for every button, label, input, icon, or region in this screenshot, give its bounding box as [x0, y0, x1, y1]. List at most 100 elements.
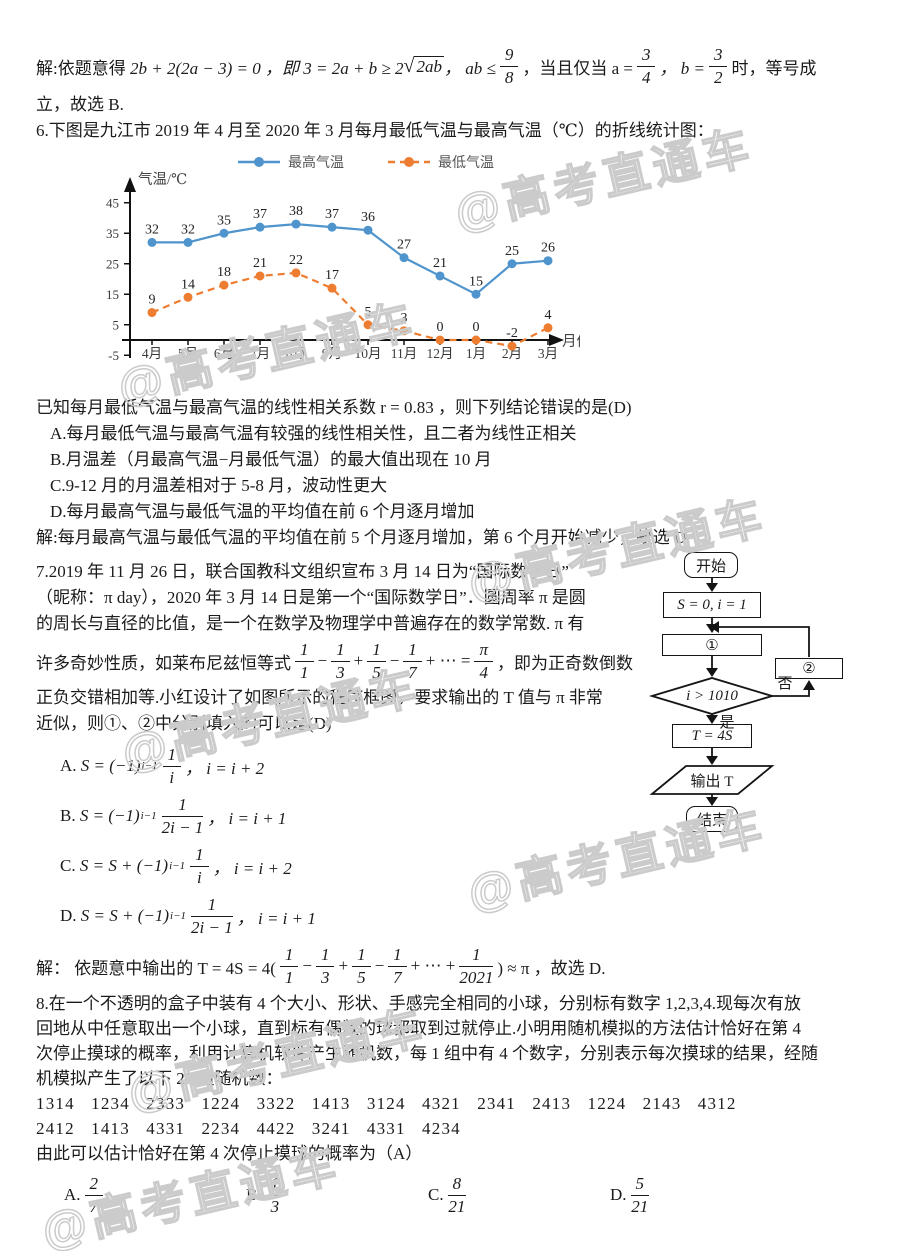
svg-text:21: 21	[433, 256, 447, 271]
svg-text:4月: 4月	[142, 346, 162, 361]
flow-start: 开始	[684, 552, 738, 578]
svg-text:3月: 3月	[538, 346, 558, 361]
q6-option-d: D.每月最高气温与最低气温的平均值在前 6 个月逐月增加	[50, 502, 475, 521]
q7-option-a: A. S = (−1) i−1 1 i， i = i + 2	[60, 745, 265, 787]
svg-text:9月: 9月	[322, 346, 342, 361]
sqrt-radical: √ 2ab	[403, 54, 444, 77]
svg-text:18: 18	[217, 265, 231, 280]
svg-text:26: 26	[541, 241, 555, 256]
q8-option-c: C. 8 21	[428, 1174, 467, 1216]
flow-output: 输出 T	[690, 773, 734, 790]
svg-text:21: 21	[253, 256, 267, 271]
q8-random-row-2: 2412 1413 4331 2234 4422 3241 4331 4234	[36, 1119, 461, 1138]
svg-text:37: 37	[325, 207, 339, 222]
flow-no-label: 否	[777, 675, 793, 692]
svg-text:月份: 月份	[562, 333, 580, 350]
svg-text:10月: 10月	[355, 346, 382, 361]
q8-line: 次停止摸球的概率，利用计算机软件产生随机数，每 1 组中有 4 个数字，分别表示…	[36, 1044, 818, 1063]
q6-option-c: C.9-12 月的月温差相对于 5-8 月，波动性更大	[50, 476, 388, 495]
flow-assign: T = 4S	[672, 724, 752, 748]
svg-text:7月: 7月	[250, 346, 270, 361]
svg-text:14: 14	[181, 277, 195, 292]
q8-option-d: D. 5 21	[610, 1174, 650, 1216]
svg-text:36: 36	[361, 210, 375, 225]
q8-line: 8.在一个不透明的盒子中装有 4 个大小、形状、手感完全相同的小球，分别标有数字…	[36, 994, 801, 1013]
flow-step2-placeholder: ②	[775, 658, 843, 679]
svg-text:最低气温: 最低气温	[438, 155, 494, 171]
flow-condition: i > 1010	[686, 687, 738, 704]
q5-solution-line2: 立，故选 B.	[36, 95, 124, 114]
q6-option-b: B.月温差（月最高气温−月最低气温）的最大值出现在 10 月	[50, 450, 492, 469]
q7-paragraph: 7.2019 年 11 月 26 日，联合国教科文组织宣布 3 月 14 日为“…	[36, 559, 636, 737]
flowchart: 开始 S = 0, i = 1 ① ② i > 1010 T = 4S 输出 T…	[618, 548, 900, 850]
svg-text:2月: 2月	[502, 346, 522, 361]
q8-line: 机模拟产生了以下 21 组随机数：	[36, 1069, 283, 1088]
q7-solution: 解： 依题意中输出的 T = 4S = 4(1 1−1 3 +1 5−1 7 + ⋯ +1 2…	[36, 945, 606, 987]
svg-text:32: 32	[181, 222, 195, 237]
flow-init: S = 0, i = 1	[663, 592, 761, 618]
q7-option-b: B. S = (−1) i−1 1 2i − 1， i = i + 1	[60, 795, 287, 837]
q6-solution: 解:每月最高气温与最低气温的平均值在前 5 个月逐月增加，第 6 个月开始减少，…	[36, 528, 691, 547]
svg-text:35: 35	[106, 226, 119, 241]
q7-options: A. S = (−1) i−1 1 i， i = i + 2 B. S = (−1) i…	[36, 741, 870, 941]
temperature-chart-area: 45 35 25 15 5 -5 4月 5月 6月 7月 8月 9月 10月 11月 12月 1月 2月 3月 气温…	[88, 148, 870, 391]
svg-text:17: 17	[325, 268, 339, 283]
q7-option-d: D. S = S + (−1) i−1 1 2i − 1， i = i + 1	[60, 895, 316, 937]
fraction: 5 21	[630, 1174, 650, 1216]
svg-text:15: 15	[469, 274, 483, 289]
svg-text:32: 32	[145, 222, 159, 237]
q6-intro: 6.下图是九江市 2019 年 4 月至 2020 年 3 月每月最低气温与最高…	[36, 121, 714, 140]
svg-text:15: 15	[106, 287, 119, 302]
flow-yes-label: 是	[719, 714, 735, 731]
svg-text:1月: 1月	[466, 346, 486, 361]
q8-conclusion: 由此可以估计恰好在第 4 次停止摸球的概率为（A）	[36, 1144, 423, 1163]
svg-text:4: 4	[545, 308, 552, 323]
svg-text:37: 37	[253, 207, 267, 222]
svg-text:8月: 8月	[286, 346, 306, 361]
svg-text:-2: -2	[506, 326, 518, 341]
q6-body: 已知每月最低气温与最高气温的线性相关系数 r = 0.83 ，则下列结论错误的是…	[36, 395, 870, 551]
q6-option-a: A.每月最低气温与最高气温有较强的线性相关性，且二者为线性正相关	[50, 424, 577, 443]
svg-text:气温/℃: 气温/℃	[138, 171, 187, 188]
q5-sol-formula: 2b + 2(2a − 3) = 0 ，即 3 = 2a + b ≥ 2	[129, 58, 404, 78]
svg-text:25: 25	[106, 256, 119, 271]
svg-text:0: 0	[437, 320, 444, 335]
q7-line: 的周长与直径的比值，是一个在数学及物理学中普遍存在的数学常数. π 有	[36, 614, 585, 633]
svg-text:0: 0	[473, 320, 480, 335]
q8-random-row-1: 1314 1234 2333 1224 3322 1413 3124 4321 …	[36, 1094, 737, 1113]
q7-line: 正负交错相加等.小红设计了如图所示的程序框图，要求输出的 T 值与 π 非常	[36, 688, 603, 707]
svg-text:12月: 12月	[427, 346, 454, 361]
q5-solution-line1: 解:依题意得 2b + 2(2a − 3) = 0 ，即 3 = 2a + b …	[36, 45, 817, 87]
flow-end: 结束	[686, 806, 738, 832]
svg-text:5月: 5月	[178, 346, 198, 361]
q6-known: 已知每月最低气温与最高气温的线性相关系数 r = 0.83 ，则下列结论错误的是…	[36, 398, 632, 417]
svg-text:-5: -5	[108, 348, 119, 363]
svg-text:3: 3	[401, 311, 408, 326]
fraction: 8 21	[447, 1174, 467, 1216]
q7-line: （昵称：π day），2020 年 3 月 14 日是第一个“国际数学日”．圆周…	[36, 588, 586, 607]
q7-option-c: C. S = S + (−1) i−1 1 i， i = i + 2	[60, 845, 292, 887]
fraction: 1 2021	[459, 945, 494, 987]
svg-text:38: 38	[289, 204, 303, 219]
fraction: 1 2i − 1	[161, 795, 204, 837]
svg-text:5: 5	[113, 317, 120, 332]
